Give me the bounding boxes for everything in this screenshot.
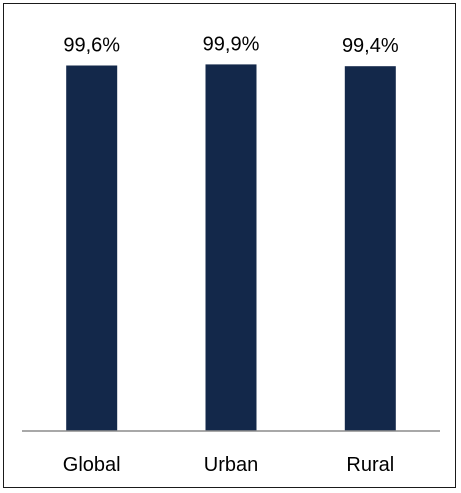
labels-group: 99,6% Global 99,9% Urban 99,4% Rural <box>63 33 399 476</box>
bar-global <box>66 65 118 431</box>
bars-group <box>66 64 396 432</box>
x-tick-label-rural: Rural <box>346 454 394 476</box>
bar-urban <box>205 64 257 432</box>
data-label-rural: 99,4% <box>342 35 399 57</box>
data-label-global: 99,6% <box>63 35 120 57</box>
bar-rural <box>344 66 396 431</box>
x-tick-label-global: Global <box>63 454 121 476</box>
data-label-urban: 99,9% <box>203 33 260 55</box>
x-tick-label-urban: Urban <box>204 454 258 476</box>
